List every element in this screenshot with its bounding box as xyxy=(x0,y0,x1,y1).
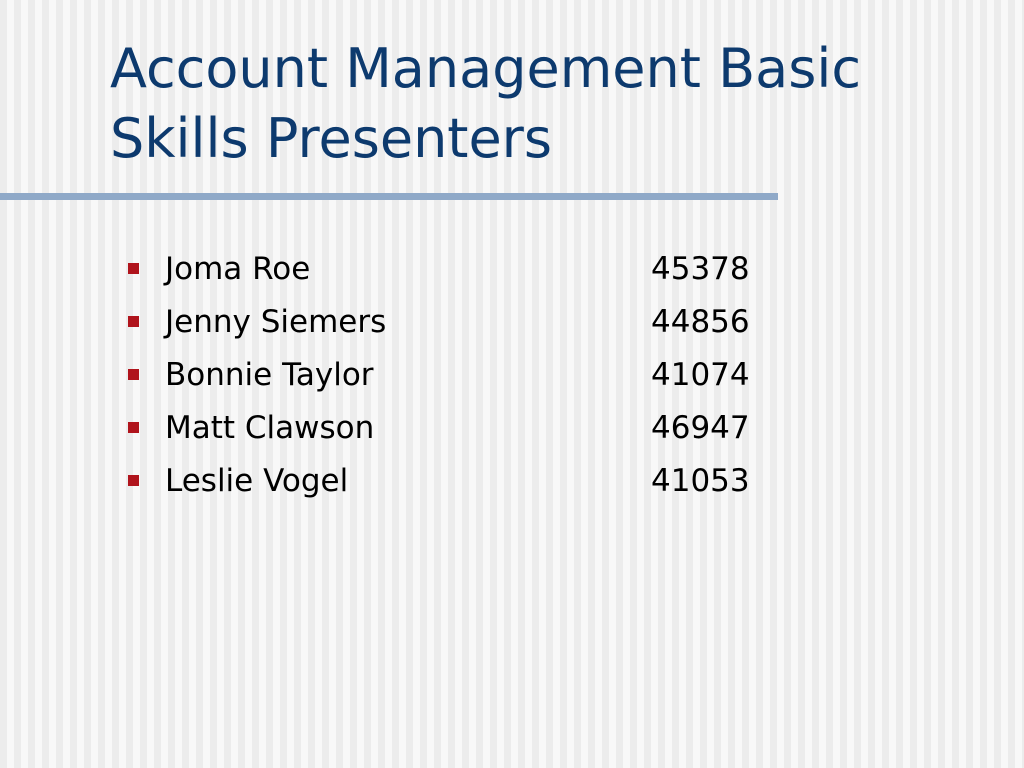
slide-title-line-1: Account Management Basic xyxy=(110,37,862,100)
presenter-name: Leslie Vogel xyxy=(165,463,349,499)
presenter-number: 41074 xyxy=(651,357,750,393)
list-item: Leslie Vogel 41053 xyxy=(128,456,788,509)
presenter-name: Bonnie Taylor xyxy=(165,357,374,393)
slide-title-line-2: Skills Presenters xyxy=(110,107,553,170)
presenter-number: 44856 xyxy=(651,304,750,340)
slide-title: Account Management Basic Skills Presente… xyxy=(110,34,990,174)
square-bullet-icon xyxy=(128,316,139,327)
list-item: Joma Roe 45378 xyxy=(128,244,788,297)
square-bullet-icon xyxy=(128,263,139,274)
presenter-name: Joma Roe xyxy=(165,251,311,287)
presenter-list: Joma Roe 45378 Jenny Siemers 44856 Bonni… xyxy=(128,244,788,509)
square-bullet-icon xyxy=(128,475,139,486)
square-bullet-icon xyxy=(128,369,139,380)
presenter-name: Jenny Siemers xyxy=(165,304,387,340)
presenter-name: Matt Clawson xyxy=(165,410,375,446)
list-item: Matt Clawson 46947 xyxy=(128,403,788,456)
list-item: Jenny Siemers 44856 xyxy=(128,297,788,350)
list-item: Bonnie Taylor 41074 xyxy=(128,350,788,403)
title-divider xyxy=(0,193,778,200)
presenter-number: 45378 xyxy=(651,251,750,287)
presenter-number: 46947 xyxy=(651,410,750,446)
square-bullet-icon xyxy=(128,422,139,433)
presenter-number: 41053 xyxy=(651,463,750,499)
